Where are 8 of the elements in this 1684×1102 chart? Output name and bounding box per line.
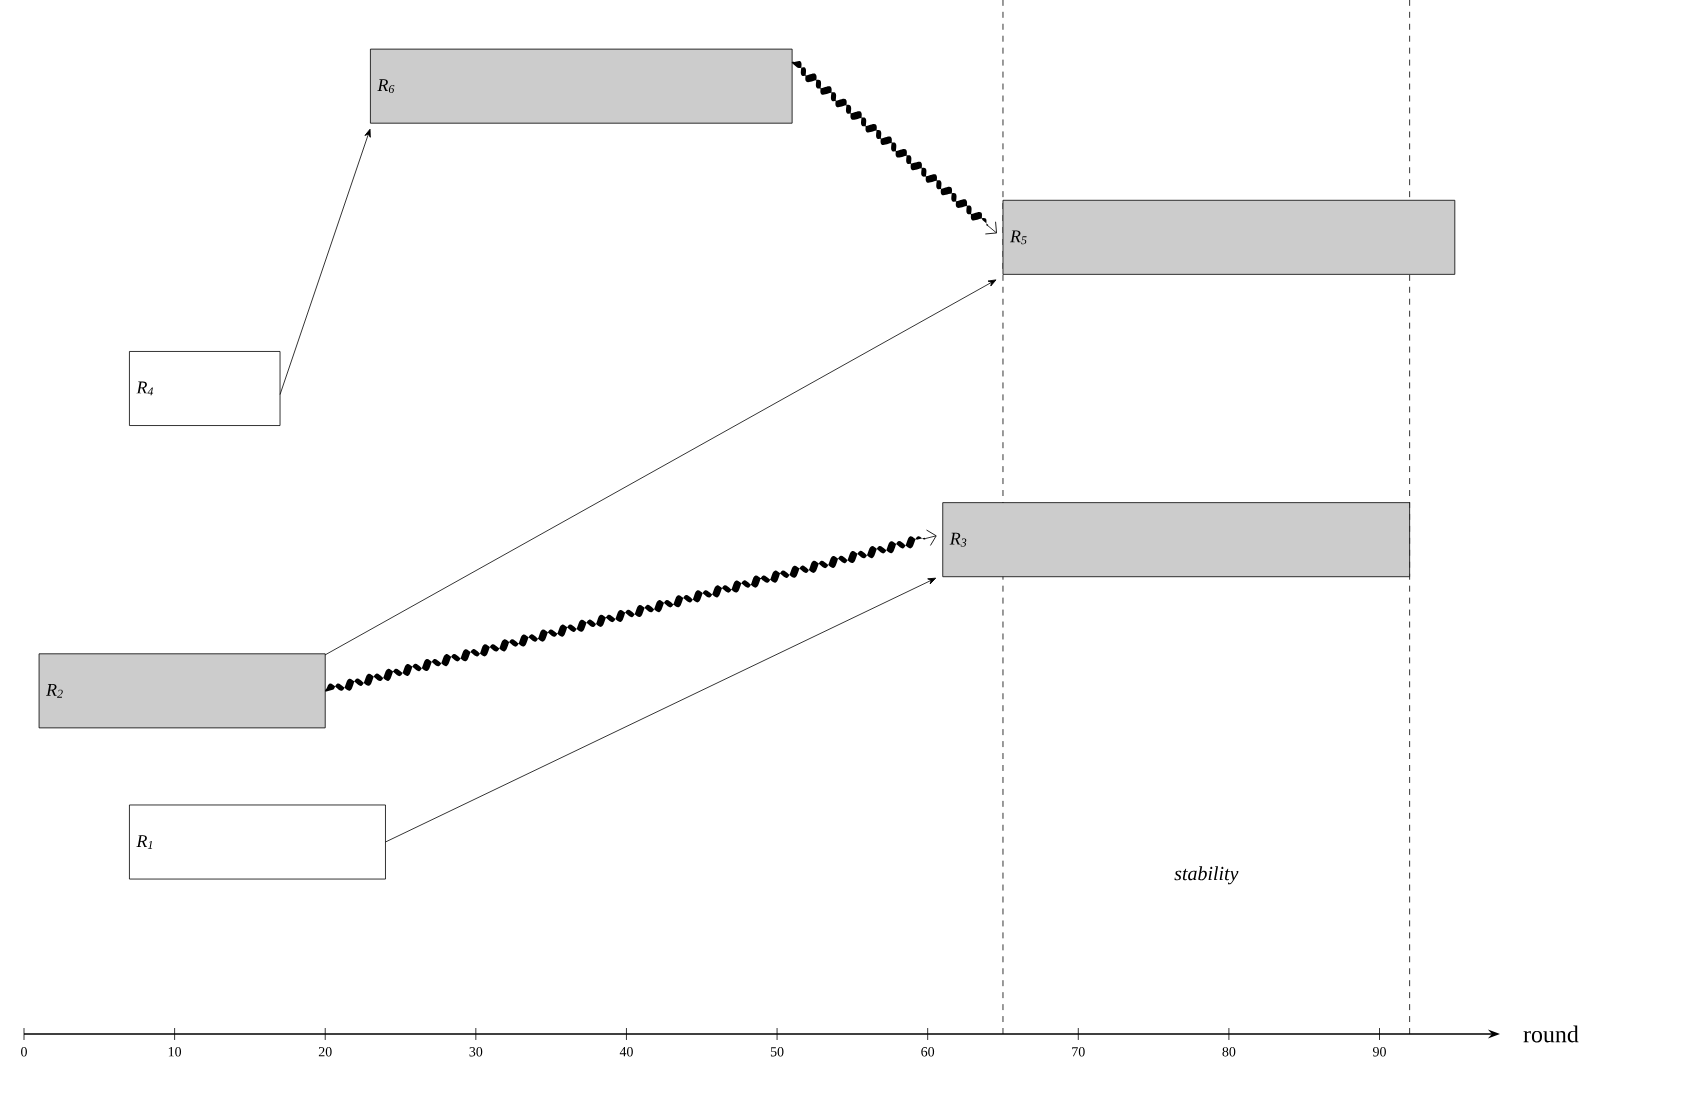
- y-tick-label: R$_{2}$: [46, 683, 63, 698]
- x-axis-title: round: [1523, 1025, 1579, 1043]
- y-tick-label: R$_{6}$: [377, 79, 395, 94]
- annotation: stability: [1174, 866, 1239, 885]
- y-tick-label: R$_{3}$: [949, 532, 967, 547]
- y-tick-label: R$_{4}$: [136, 381, 154, 396]
- y-tick-label: R$_{1}$: [136, 835, 153, 849]
- y-tick-label: R$_{5}$: [1009, 230, 1027, 245]
